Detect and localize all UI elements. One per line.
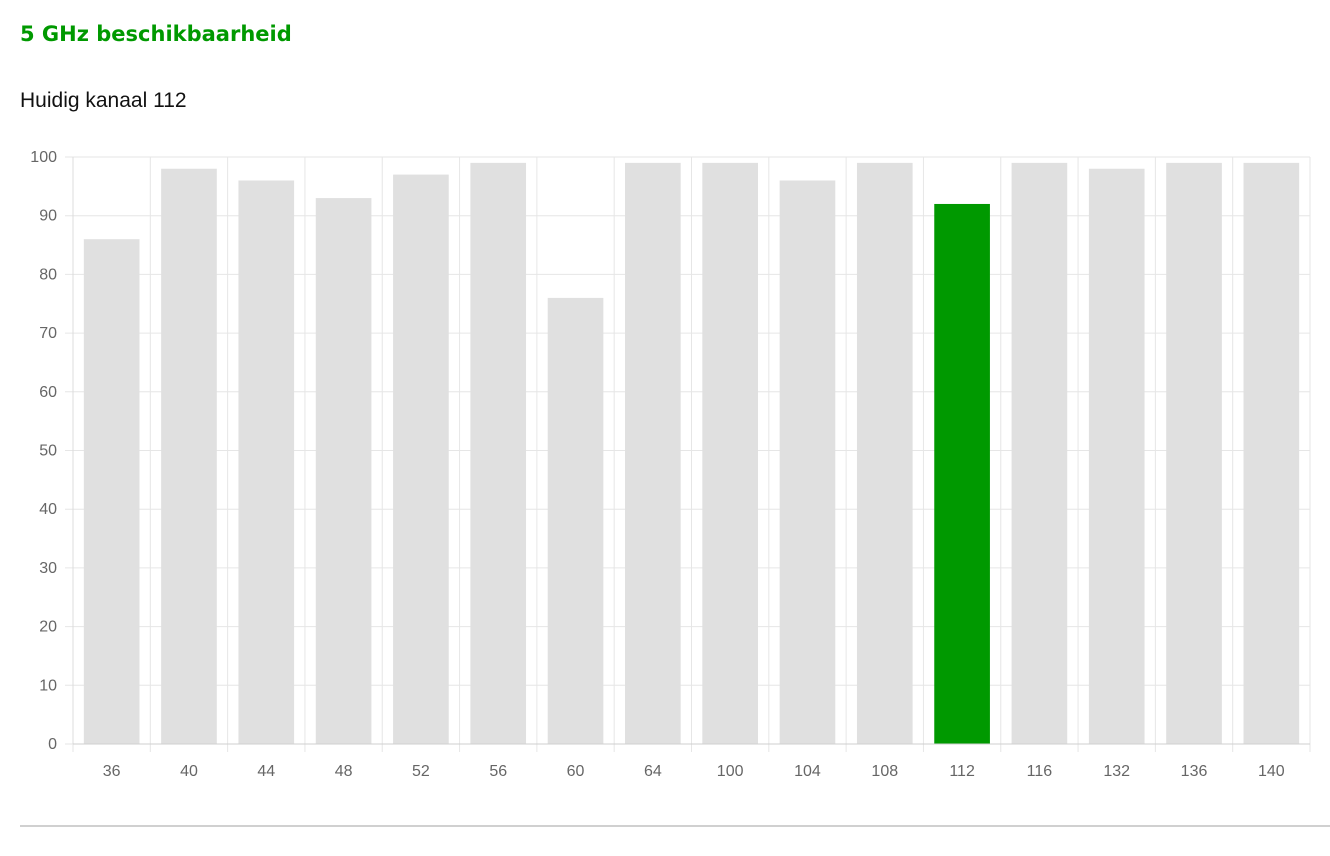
- x-tick-label: 136: [1181, 763, 1208, 780]
- bar: [625, 162, 681, 744]
- y-axis-ticks: 0 10 20 30 40 50 60 70 80 90 100: [30, 149, 57, 753]
- x-tick-label: 140: [1258, 763, 1285, 780]
- y-tick-label: 80: [39, 266, 57, 283]
- bar-current-channel: [934, 203, 990, 744]
- x-tick-label: 52: [412, 763, 430, 780]
- x-tick-label: 100: [717, 763, 744, 780]
- x-tick-label: 112: [949, 763, 975, 780]
- bar: [83, 239, 140, 744]
- y-tick-label: 0: [48, 736, 57, 753]
- bottom-divider: [20, 825, 1330, 827]
- x-tick-label: 56: [489, 763, 507, 780]
- bar: [1011, 162, 1068, 744]
- bar: [315, 198, 372, 745]
- bar: [238, 180, 295, 745]
- x-tick-label: 36: [103, 763, 121, 780]
- x-tick-label: 116: [1027, 763, 1053, 780]
- chart-bars: [83, 162, 1300, 745]
- y-tick-label: 40: [39, 501, 57, 518]
- bar: [1243, 162, 1300, 744]
- bar: [856, 162, 913, 744]
- x-axis-ticks: 36 40 44 48 52 56 60 64 100 104 108 112 116 132 136 140: [103, 763, 1285, 780]
- x-tick-label: 40: [180, 763, 198, 780]
- x-tick-label: 132: [1103, 763, 1130, 780]
- y-tick-label: 10: [39, 677, 57, 694]
- y-tick-label: 100: [30, 149, 57, 166]
- x-tick-label: 60: [567, 763, 585, 780]
- chart-axes: [72, 157, 1310, 745]
- bar: [161, 168, 217, 745]
- y-tick-label: 90: [39, 208, 57, 225]
- bar: [547, 297, 604, 744]
- y-tick-label: 20: [39, 619, 57, 636]
- bar: [393, 174, 449, 745]
- bar: [779, 180, 836, 745]
- y-tick-label: 70: [39, 325, 57, 342]
- bar: [470, 162, 527, 744]
- x-tick-label: 108: [871, 763, 898, 780]
- bar: [1166, 162, 1222, 744]
- current-channel-label: Huidig kanaal 112: [20, 89, 187, 112]
- x-tick-label: 44: [257, 763, 275, 780]
- bar: [702, 162, 758, 744]
- x-tick-label: 104: [794, 763, 821, 780]
- y-tick-label: 30: [39, 560, 57, 577]
- y-tick-label: 60: [39, 384, 57, 401]
- bar: [1088, 168, 1145, 745]
- x-tick-label: 48: [335, 763, 353, 780]
- x-tick-label: 64: [644, 763, 662, 780]
- section-title: 5 GHz beschikbaarheid: [20, 22, 292, 46]
- y-tick-label: 50: [39, 443, 57, 460]
- channel-availability-chart: 0 10 20 30 40 50 60 70 80 90 100 36 40 44 48 52 56 60 64 1…: [30, 149, 1311, 780]
